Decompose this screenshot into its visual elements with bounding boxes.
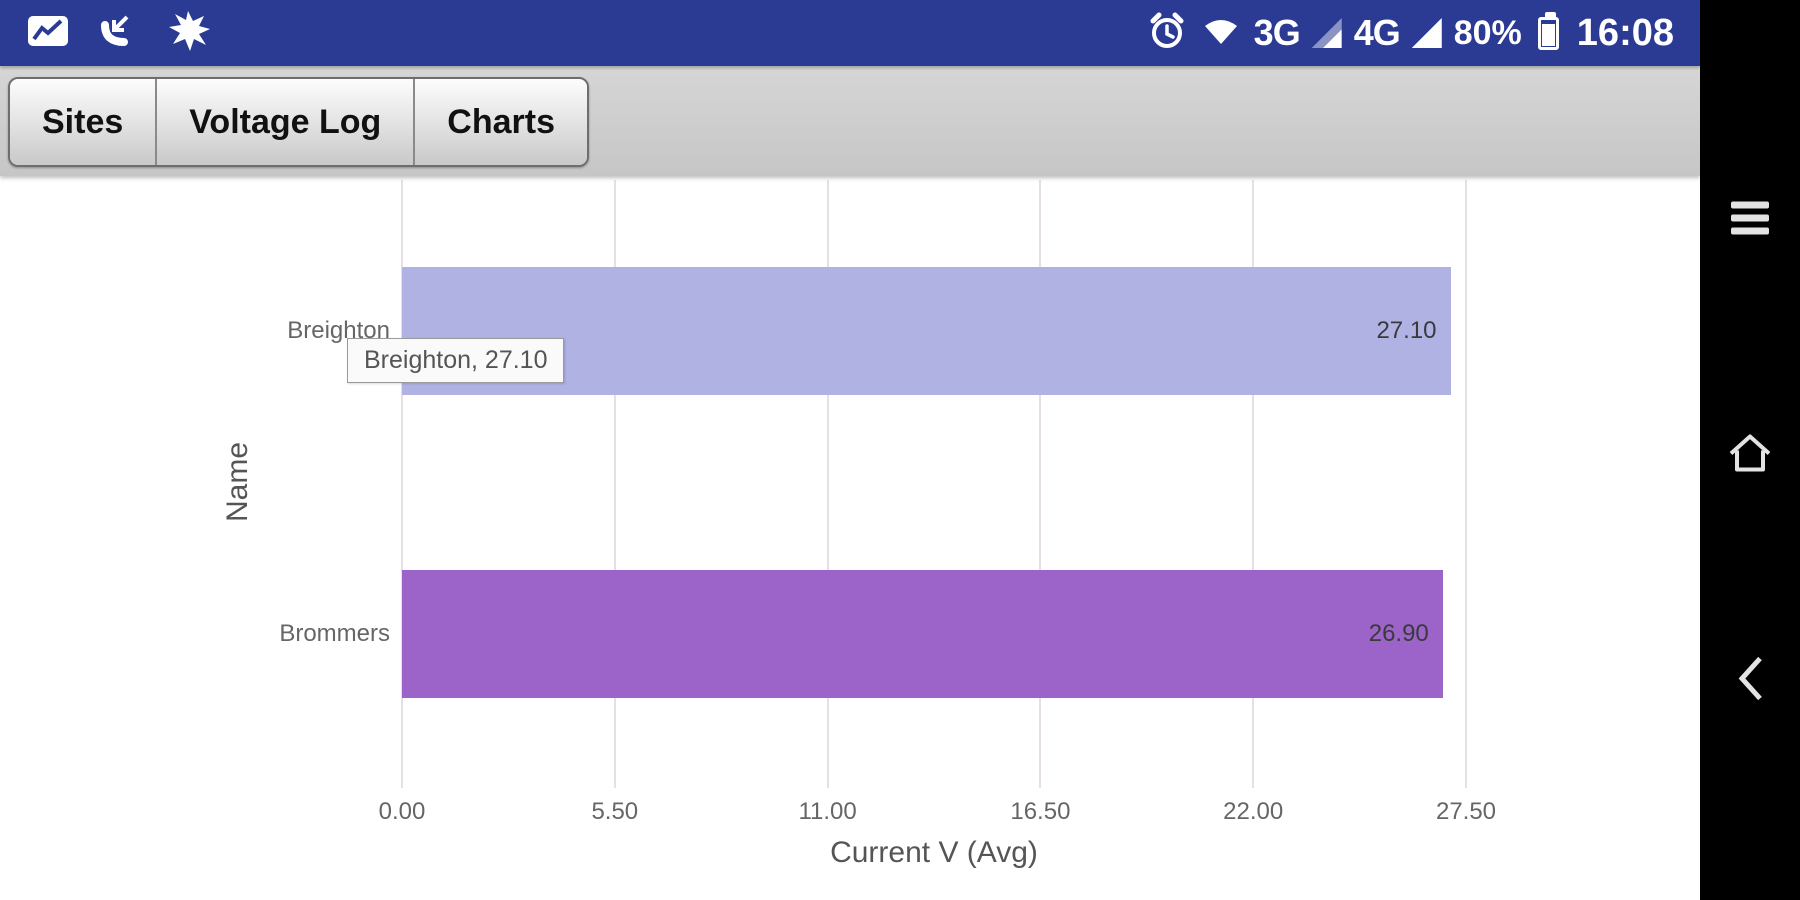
incoming-call-icon bbox=[96, 9, 140, 58]
bar-value-label: 27.10 bbox=[1376, 317, 1437, 344]
home-button[interactable] bbox=[1722, 425, 1778, 482]
status-right: 3G 4G 80% 16:08 bbox=[1146, 10, 1674, 57]
x-axis-tick: 0.00 bbox=[378, 798, 426, 825]
x-axis-tick: 16.50 bbox=[1010, 798, 1071, 825]
wifi-icon bbox=[1200, 13, 1242, 54]
stats-notification-icon bbox=[26, 11, 70, 56]
battery-icon bbox=[1537, 11, 1559, 50]
gridline bbox=[826, 180, 829, 788]
x-axis-title: Current V (Avg) bbox=[830, 836, 1038, 869]
gridline bbox=[1039, 180, 1042, 788]
x-axis-tick: 22.00 bbox=[1223, 798, 1284, 825]
back-button[interactable] bbox=[1730, 651, 1770, 712]
y-axis-category-label: Brommers bbox=[279, 620, 390, 647]
x-axis-tick: 11.00 bbox=[798, 798, 857, 825]
back-icon bbox=[1730, 656, 1770, 711]
menu-icon bbox=[1731, 201, 1769, 209]
toolbar: Sites Voltage Log Charts bbox=[0, 66, 1700, 176]
status-left-icons bbox=[26, 9, 210, 58]
y-axis-title: Name bbox=[221, 441, 254, 523]
gridline bbox=[1465, 180, 1467, 788]
chart-area: 0.00 5.50 11.00 16.50 22.00 27.50 Breighton, … bbox=[0, 176, 1700, 900]
signal-4g-icon bbox=[1411, 18, 1442, 48]
network-3g-label: 3G bbox=[1253, 12, 1301, 53]
tab-charts[interactable]: Charts bbox=[415, 79, 587, 165]
status-bar: 3G 4G 80% 16:08 bbox=[0, 0, 1700, 66]
navigation-bar bbox=[1700, 0, 1800, 900]
gridline bbox=[1252, 180, 1255, 788]
gridline bbox=[613, 180, 616, 788]
gridline bbox=[401, 180, 403, 788]
signal-3g-icon bbox=[1311, 18, 1342, 48]
battery-percent-label: 80% bbox=[1453, 13, 1522, 52]
bar-brommers[interactable]: 26.90 bbox=[402, 570, 1443, 698]
tab-group: Sites Voltage Log Charts bbox=[8, 77, 589, 167]
x-axis-tick: 5.50 bbox=[591, 798, 639, 825]
tab-voltage-log[interactable]: Voltage Log bbox=[157, 79, 416, 165]
bar-breighton[interactable]: 27.10 bbox=[402, 267, 1451, 395]
x-axis-tick: 27.50 bbox=[1435, 798, 1497, 825]
menu-button[interactable] bbox=[1731, 196, 1769, 241]
home-icon bbox=[1722, 434, 1778, 481]
chart-tooltip: Breighton, 27.10 bbox=[347, 338, 565, 383]
y-axis-category-label: Breighton bbox=[287, 317, 390, 344]
clock-label: 16:08 bbox=[1576, 11, 1674, 54]
alarm-icon bbox=[1146, 10, 1188, 57]
bar-value-label: 26.90 bbox=[1368, 620, 1429, 647]
burst-notification-icon bbox=[166, 9, 210, 58]
network-4g-label: 4G bbox=[1353, 12, 1401, 53]
tab-sites[interactable]: Sites bbox=[10, 79, 158, 165]
